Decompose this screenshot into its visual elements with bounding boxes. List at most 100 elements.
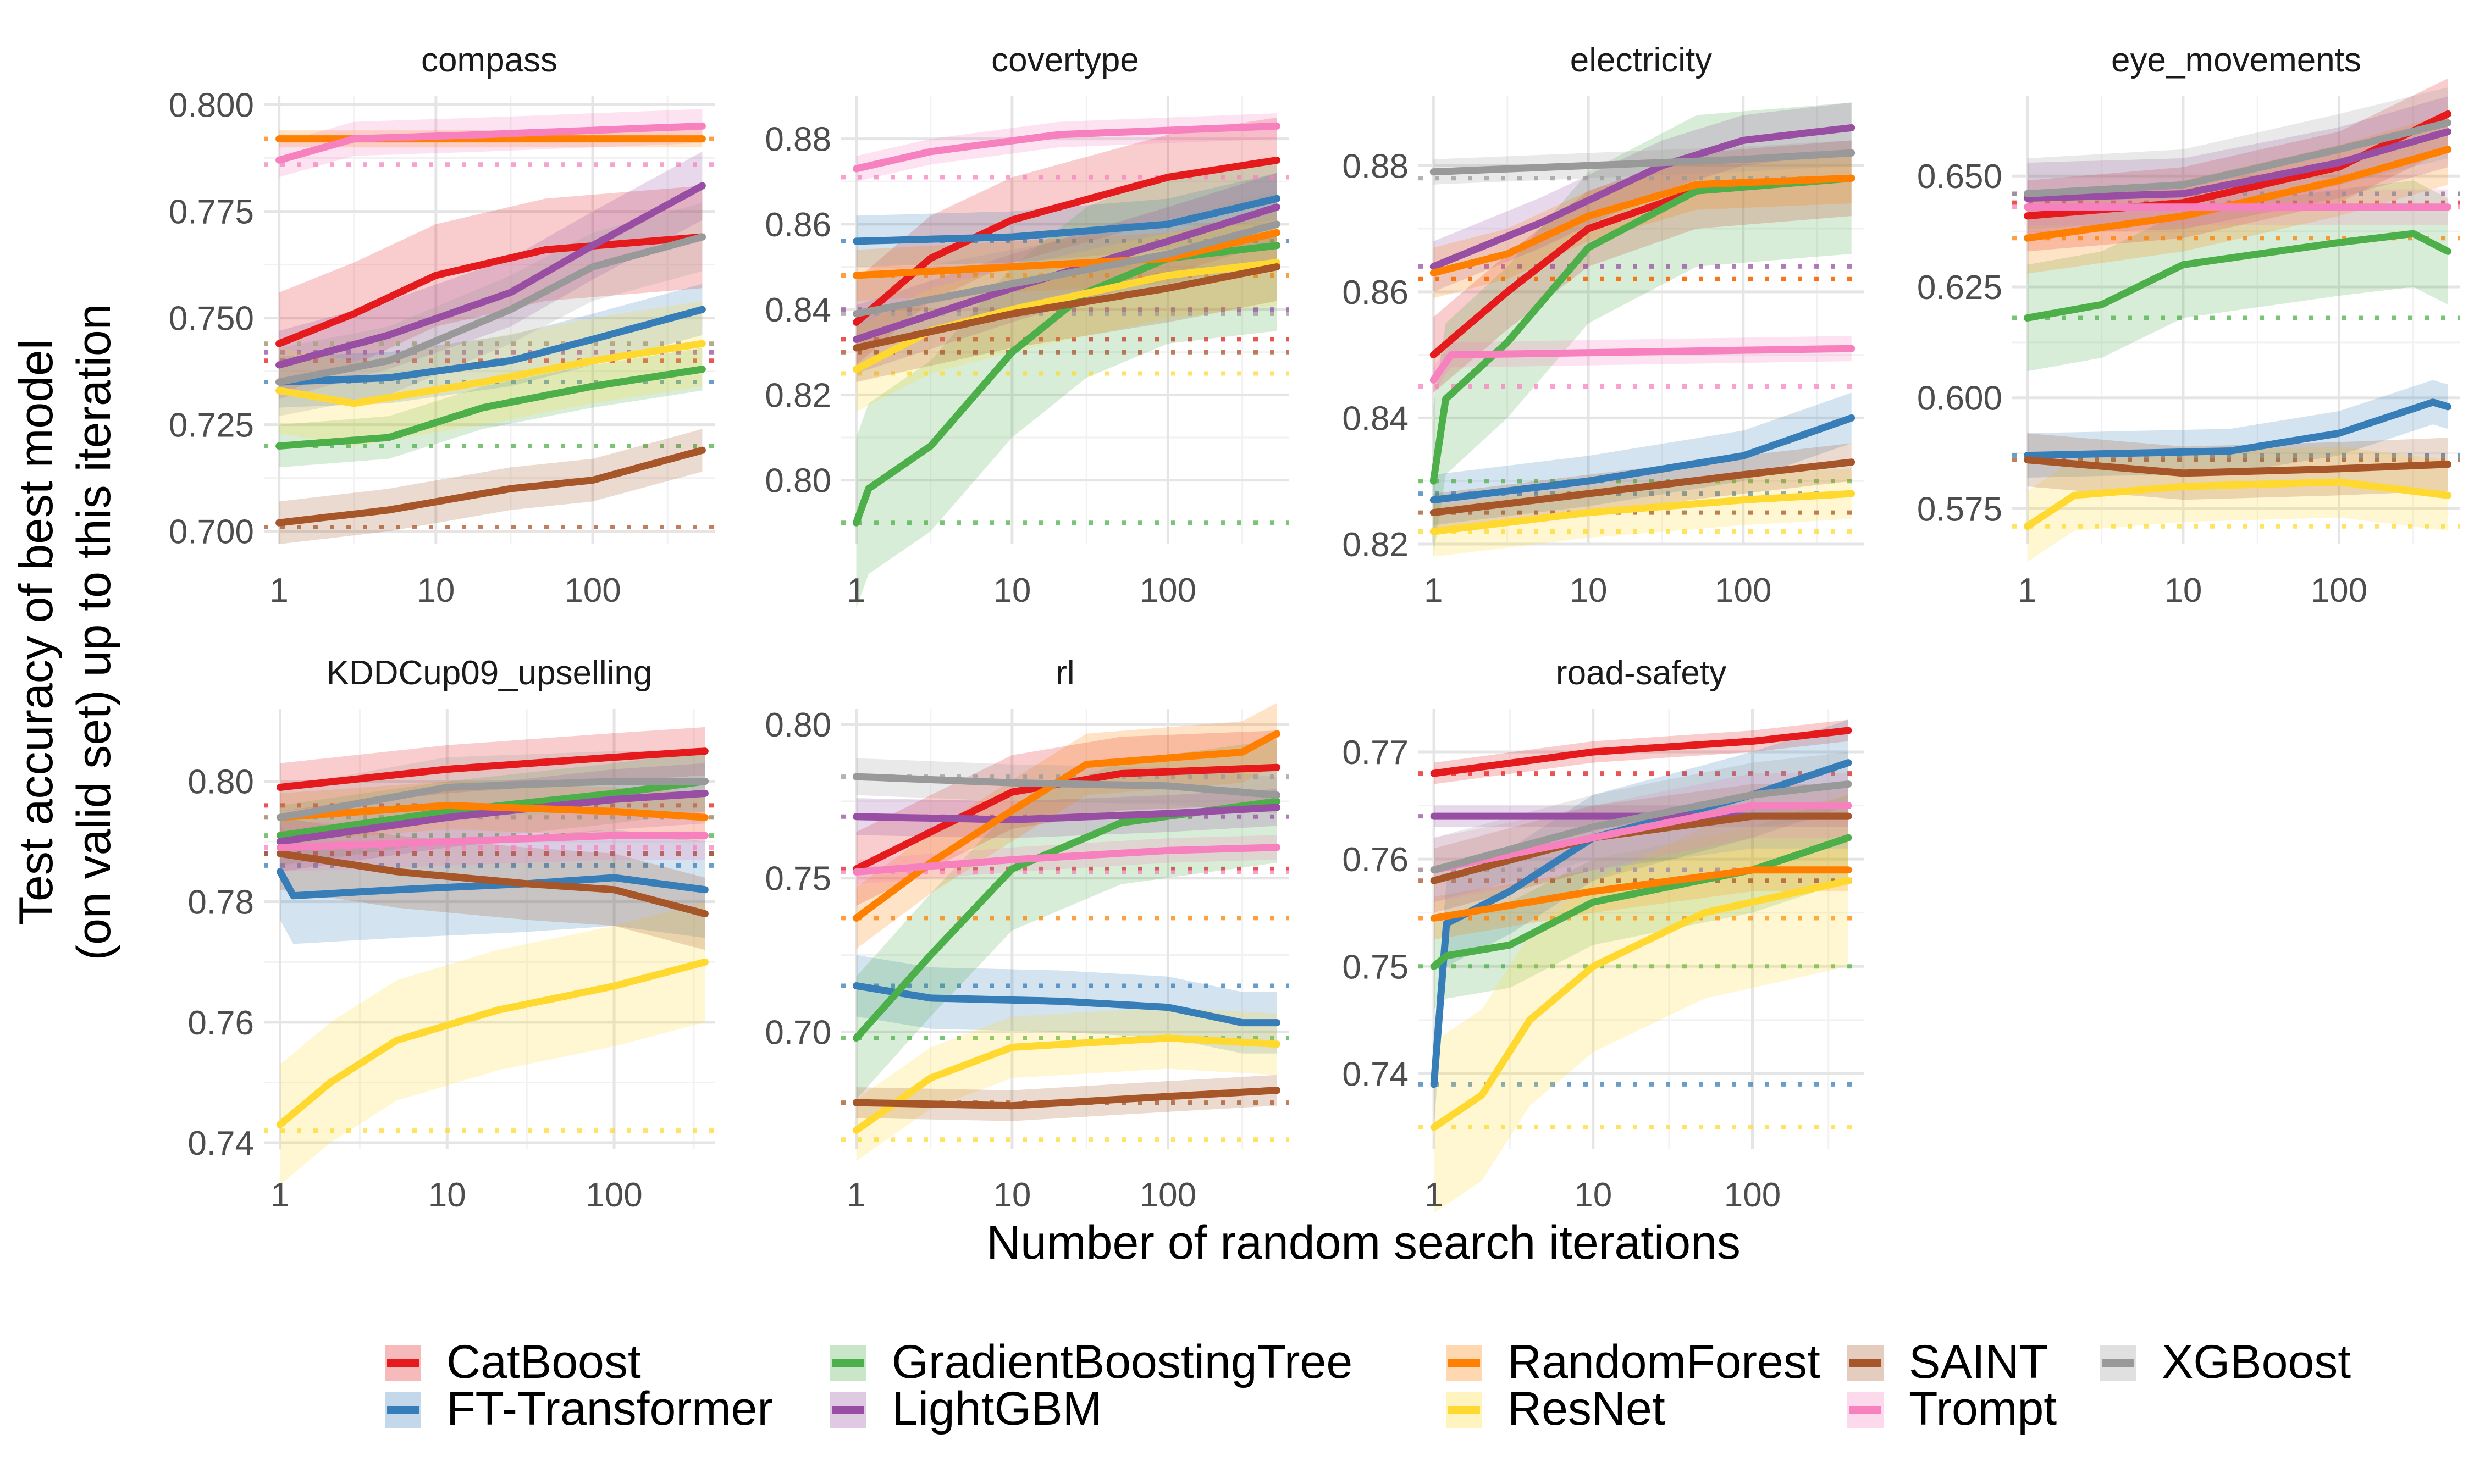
x-tick-label: 10	[993, 572, 1031, 610]
y-tick-label: 0.700	[169, 513, 254, 551]
x-tick-label: 100	[1715, 572, 1771, 610]
band-LightGBM	[2027, 96, 2448, 234]
line-ResNet	[853, 259, 1281, 373]
line-LightGBM	[275, 182, 706, 369]
line-XGBoost	[276, 778, 709, 821]
line-CatBoost	[276, 747, 709, 791]
band-CatBoost	[279, 186, 703, 395]
legend-item-FT-Transformer: FT-Transformer	[385, 1382, 773, 1435]
band-GradientBoostingTree	[2027, 180, 2448, 372]
line-RandomForest	[276, 801, 709, 821]
x-tick-label: 100	[586, 1176, 642, 1214]
band-FT-Transformer	[1434, 719, 1848, 1127]
line-ResNet	[1430, 877, 1852, 1131]
line-FT-Transformer	[1429, 414, 1856, 504]
legend-label: ResNet	[1507, 1382, 1665, 1435]
line-SAINT	[853, 263, 1281, 352]
panel-title: electricity	[1570, 41, 1712, 79]
x-tick-label: 1	[1424, 1176, 1443, 1214]
y-tick-label: 0.84	[1342, 400, 1409, 438]
y-tick-label: 0.750	[169, 300, 254, 338]
x-tick-label: 100	[1724, 1176, 1781, 1214]
line-ResNet	[1429, 490, 1856, 535]
x-tick-label: 100	[1140, 572, 1196, 610]
line-XGBoost	[1429, 149, 1856, 176]
band-ResNet	[856, 1007, 1277, 1161]
line-CatBoost	[853, 156, 1281, 326]
legend-item-GradientBoostingTree: GradientBoostingTree	[830, 1336, 1352, 1388]
x-axis-title: Number of random search iterations	[986, 1216, 1741, 1269]
y-axis-title-line1: Test accuracy of best model	[10, 339, 63, 925]
band-ResNet	[856, 220, 1277, 412]
x-tick-label: 10	[993, 1176, 1031, 1214]
legend-label: FT-Transformer	[446, 1382, 773, 1435]
legend-label: XGBoost	[2162, 1336, 2351, 1388]
line-XGBoost	[853, 220, 1281, 318]
line-ResNet	[275, 340, 706, 407]
band-ResNet	[280, 901, 705, 1185]
legend-item-Trompt: Trompt	[1847, 1382, 2057, 1435]
y-tick-label: 0.75	[1342, 948, 1409, 986]
legend-item-ResNet: ResNet	[1446, 1382, 1665, 1435]
line-LightGBM	[2024, 128, 2452, 202]
band-Trompt	[279, 109, 703, 178]
line-ResNet	[853, 1034, 1281, 1134]
y-tick-label: 0.80	[765, 706, 831, 744]
y-tick-label: 0.82	[1342, 526, 1409, 564]
line-Trompt	[853, 844, 1281, 876]
line-XGBoost	[2024, 119, 2452, 197]
line-Trompt	[276, 832, 709, 851]
x-tick-label: 1	[2018, 572, 2036, 610]
line-FT-Transformer	[853, 195, 1281, 245]
line-SAINT	[853, 1087, 1281, 1110]
y-axis-title-line2: (on valid set) up to this iteration	[68, 303, 120, 960]
legend-label: Trompt	[1909, 1382, 2057, 1435]
line-ResNet	[2024, 478, 2452, 530]
y-tick-label: 0.80	[765, 462, 831, 500]
line-RandomForest	[1429, 174, 1856, 276]
y-tick-label: 0.86	[765, 206, 831, 244]
panel-KDDCup09_upselling: KDDCup09_upselling 0.74 0.76 0.78 0.80 1 10 100	[187, 654, 715, 1214]
x-tick-label: 1	[270, 1176, 289, 1214]
line-SAINT	[276, 850, 709, 918]
x-tick-label: 100	[564, 572, 621, 610]
band-ResNet	[2027, 446, 2448, 562]
y-tick-label: 0.82	[765, 376, 831, 414]
panel-title: KDDCup09_upselling	[327, 654, 653, 692]
line-Trompt	[853, 122, 1281, 173]
legend-label: LightGBM	[892, 1382, 1102, 1435]
x-tick-label: 1	[847, 572, 865, 610]
line-CatBoost	[853, 763, 1281, 873]
band-SAINT	[279, 429, 703, 544]
y-tick-label: 0.88	[765, 121, 831, 159]
band-GradientBoostingTree	[856, 739, 1277, 1100]
line-GradientBoostingTree	[1429, 174, 1856, 485]
line-Trompt	[1430, 802, 1852, 874]
line-RandomForest	[1430, 866, 1852, 922]
line-GradientBoostingTree	[276, 778, 709, 839]
y-tick-label: 0.800	[169, 87, 254, 125]
line-SAINT	[1430, 812, 1852, 884]
line-ResNet	[276, 958, 709, 1128]
band-SAINT	[856, 1075, 1277, 1121]
x-tick-label: 1	[269, 572, 288, 610]
line-Trompt	[1429, 345, 1856, 384]
line-Trompt	[275, 122, 706, 164]
x-tick-label: 100	[2311, 572, 2367, 610]
band-LightGBM	[856, 789, 1277, 838]
panel-road-safety: road-safety 0.74 0.75 0.76 0.77 1 10 100	[1342, 654, 1864, 1214]
y-tick-label: 0.88	[1342, 147, 1409, 185]
y-tick-label: 0.650	[1917, 158, 2002, 196]
y-tick-label: 0.78	[187, 884, 254, 922]
line-RandomForest	[853, 730, 1281, 922]
x-tick-label: 1	[1424, 572, 1443, 610]
line-FT-Transformer	[2024, 398, 2452, 459]
panel-compass: compass 0.700 0.725 0.750 0.775 0.800 1 10 100	[169, 41, 715, 610]
line-SAINT	[275, 446, 706, 527]
panel-title: covertype	[991, 41, 1139, 79]
y-tick-label: 0.600	[1917, 380, 2002, 418]
band-GradientBoostingTree	[1433, 102, 1852, 557]
